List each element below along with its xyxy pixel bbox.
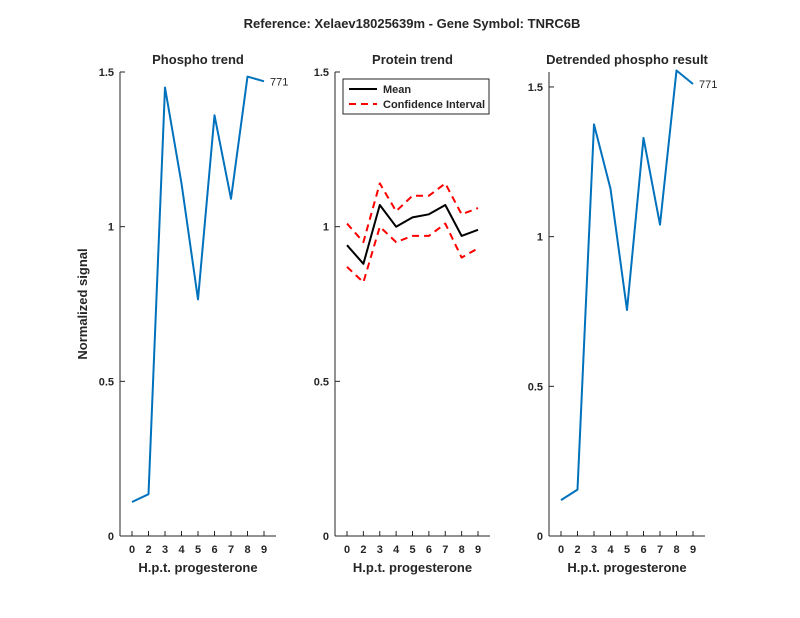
x-tick-label: 0 [344, 544, 350, 556]
y-tick-label: 1.5 [528, 82, 543, 94]
x-tick-label: 7 [442, 544, 448, 556]
x-tick-label: 9 [261, 544, 267, 556]
x-tick-label: 5 [195, 544, 201, 556]
panel-title: Phospho trend [152, 52, 244, 67]
x-tick-label: 6 [640, 544, 646, 556]
x-axis-label: H.p.t. progesterone [138, 560, 257, 575]
series-line-1 [131, 75, 265, 503]
y-tick-label: 1 [537, 232, 543, 244]
figure-title: Reference: Xelaev18025639m - Gene Symbol… [244, 16, 581, 31]
y-tick-label: 0.5 [528, 381, 543, 393]
x-tick-label: 3 [377, 544, 383, 556]
legend-box [342, 78, 490, 115]
series-line-1 [560, 69, 694, 501]
x-tick-label: 4 [178, 544, 185, 556]
panel-title: Detrended phospho result [546, 52, 708, 67]
y-tick-label: 1 [108, 222, 114, 234]
y-tick-label: 0.5 [99, 376, 114, 388]
x-axis-label: H.p.t. progesterone [353, 560, 472, 575]
y-tick-label: 1.5 [99, 67, 114, 79]
x-tick-label: 6 [211, 544, 217, 556]
y-tick-label: 1.5 [314, 67, 329, 79]
x-tick-label: 7 [228, 544, 234, 556]
x-tick-label: 4 [607, 544, 614, 556]
x-tick-label: 2 [574, 544, 580, 556]
x-tick-label: 9 [690, 544, 696, 556]
x-tick-label: 8 [673, 544, 679, 556]
legend: Mean Confidence Interval [342, 78, 490, 115]
x-tick-label: 8 [244, 544, 250, 556]
x-tick-label: 3 [162, 544, 168, 556]
x-tick-label: 8 [459, 544, 465, 556]
series-end-label: 771 [270, 76, 288, 88]
series-line-2 [346, 182, 479, 244]
x-tick-label: 6 [426, 544, 432, 556]
x-tick-label: 2 [360, 544, 366, 556]
x-tick-label: 3 [591, 544, 597, 556]
x-tick-label: 5 [624, 544, 630, 556]
legend-label-2: Confidence Interval [383, 99, 485, 111]
series-end-label: 771 [699, 79, 717, 91]
series-line-3 [346, 222, 479, 284]
x-tick-label: 2 [145, 544, 151, 556]
series-line-1 [346, 204, 479, 265]
panel-title: Protein trend [372, 52, 453, 67]
x-tick-label: 4 [393, 544, 400, 556]
y-axis-label: Normalized signal [75, 248, 90, 359]
y-tick-label: 0 [537, 531, 543, 543]
legend-label-1: Mean [383, 84, 411, 96]
x-tick-label: 0 [558, 544, 564, 556]
x-tick-label: 9 [475, 544, 481, 556]
x-tick-label: 0 [129, 544, 135, 556]
x-axis-label: H.p.t. progesterone [567, 560, 686, 575]
y-tick-label: 0 [108, 531, 114, 543]
y-tick-label: 0.5 [314, 376, 329, 388]
x-tick-label: 7 [657, 544, 663, 556]
y-tick-label: 0 [323, 531, 329, 543]
y-tick-label: 1 [323, 222, 329, 234]
x-tick-label: 5 [409, 544, 415, 556]
